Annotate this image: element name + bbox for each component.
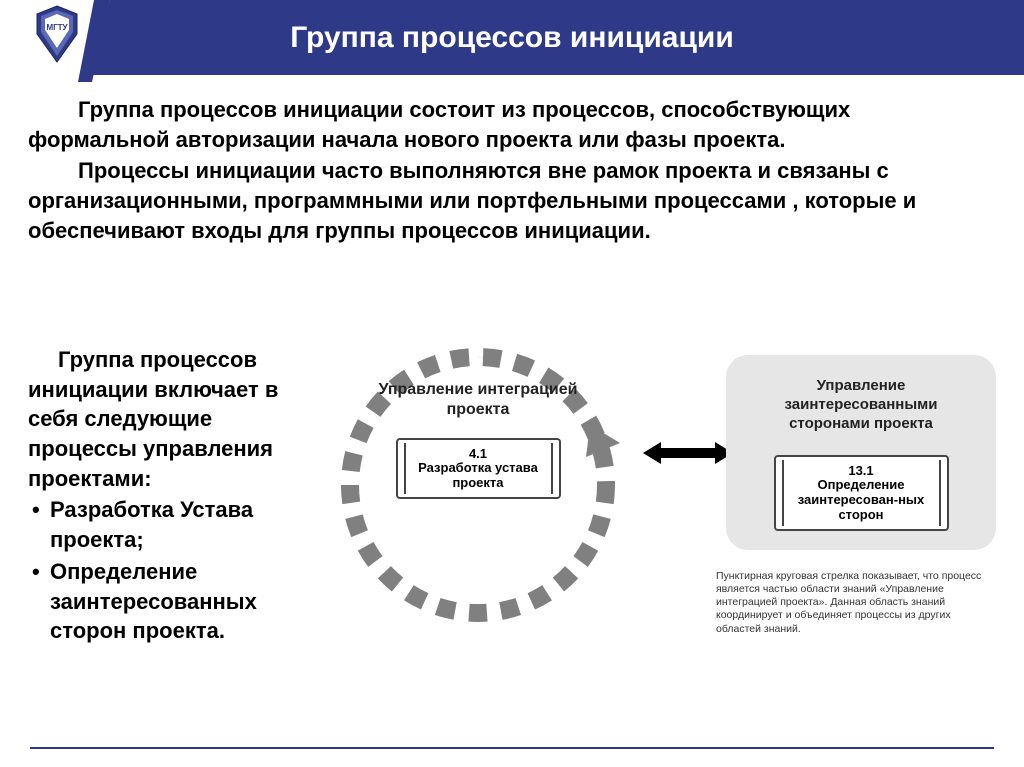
page-title: Группа процессов инициации bbox=[290, 21, 734, 55]
list-item: Определение заинтересованных сторон прое… bbox=[28, 557, 300, 646]
svg-text:МГТУ: МГТУ bbox=[46, 23, 68, 32]
diagram-node-stakeholders: Управление заинтересованными сторонами п… bbox=[726, 355, 996, 550]
process-number: 4.1 bbox=[402, 446, 555, 461]
process-box-13-1: 13.1 Определение заинтересован-ных сторо… bbox=[774, 455, 949, 531]
process-label: Определение заинтересован-ных сторон bbox=[780, 478, 943, 523]
list-lead: Группа процессов инициации включает в се… bbox=[28, 345, 300, 493]
university-logo-icon: МГТУ bbox=[33, 4, 81, 64]
paragraph-2: Процессы инициации часто выполняются вне… bbox=[28, 156, 996, 245]
node2-title: Управление заинтересованными сторонами п… bbox=[726, 377, 996, 433]
diagram-footnote: Пунктирная круговая стрелка показывает, … bbox=[716, 570, 996, 636]
bullet-list-block: Группа процессов инициации включает в се… bbox=[28, 345, 308, 725]
process-label: Разработка устава проекта bbox=[402, 461, 555, 491]
diagram-node-integration: Управление интеграцией проекта 4.1 Разра… bbox=[368, 380, 588, 499]
process-box-4-1: 4.1 Разработка устава проекта bbox=[396, 438, 561, 499]
process-diagram: Управление интеграцией проекта 4.1 Разра… bbox=[308, 345, 996, 725]
paragraph-1: Группа процессов инициации состоит из пр… bbox=[28, 95, 996, 154]
node1-title: Управление интеграцией проекта bbox=[368, 380, 588, 420]
title-banner: Группа процессов инициации bbox=[0, 0, 1024, 75]
intro-text-block: Группа процессов инициации состоит из пр… bbox=[28, 95, 996, 247]
list-item: Разработка Устава проекта; bbox=[28, 495, 300, 554]
lower-section: Группа процессов инициации включает в се… bbox=[28, 345, 996, 725]
bidirectional-arrow-icon bbox=[643, 440, 733, 466]
process-number: 13.1 bbox=[780, 463, 943, 478]
footer-divider bbox=[30, 747, 994, 749]
